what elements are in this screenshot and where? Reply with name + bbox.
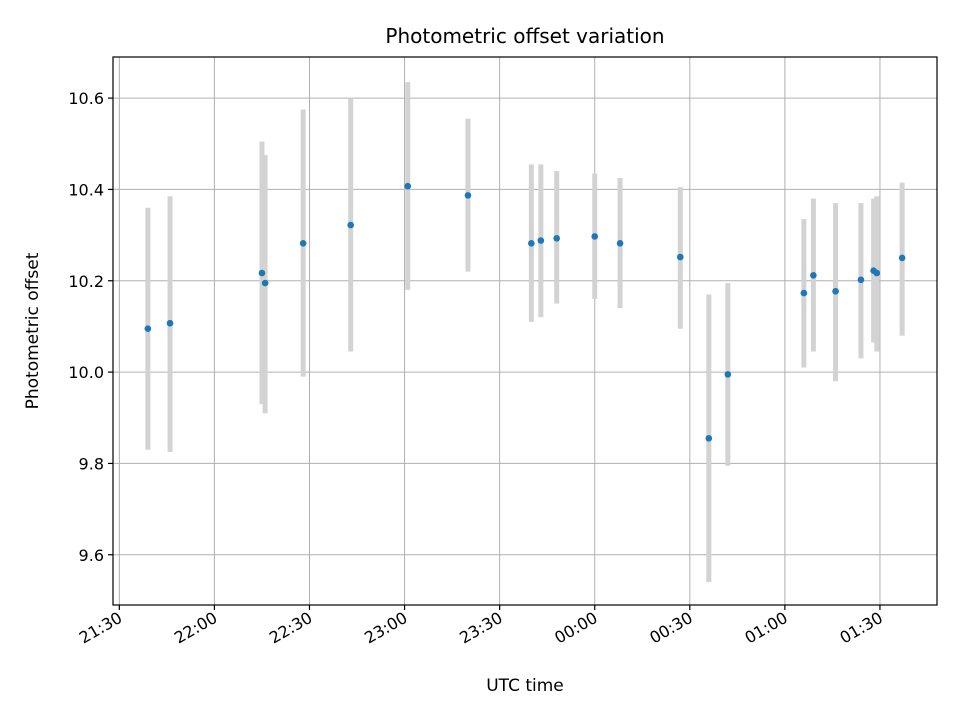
data-point — [616, 240, 624, 247]
chart-title: Photometric offset variation — [385, 24, 664, 48]
data-point — [166, 319, 174, 327]
data-point — [873, 269, 881, 277]
data-point — [705, 435, 713, 442]
data-point — [258, 269, 266, 277]
y-tick-label: 10.6 — [68, 89, 104, 108]
data-point — [810, 271, 817, 279]
y-tick-label: 9.6 — [79, 546, 104, 565]
y-tick-label: 10.4 — [68, 180, 104, 199]
data-point — [591, 233, 599, 240]
data-point — [528, 240, 535, 247]
grid-layer — [113, 57, 937, 605]
y-axis-label: Photometric offset — [23, 252, 43, 409]
data-point — [857, 276, 865, 284]
data-point — [898, 254, 906, 262]
data-point — [800, 289, 808, 297]
data-point — [832, 287, 839, 295]
y-tick-label: 10.2 — [68, 272, 104, 291]
x-axis-label: UTC time — [486, 676, 564, 696]
data-point — [676, 253, 684, 261]
data-point — [347, 221, 354, 229]
data-point — [724, 371, 732, 378]
data-point — [144, 325, 152, 333]
data-point — [464, 192, 472, 199]
data-point — [404, 182, 412, 190]
data-point — [261, 279, 269, 287]
plot-frame — [112, 56, 938, 606]
data-point — [553, 234, 560, 242]
y-tick-label: 10.0 — [68, 363, 104, 382]
data-point — [537, 237, 545, 244]
data-point — [299, 240, 307, 247]
y-tick-label: 9.8 — [79, 454, 104, 473]
point-layer — [144, 182, 906, 442]
